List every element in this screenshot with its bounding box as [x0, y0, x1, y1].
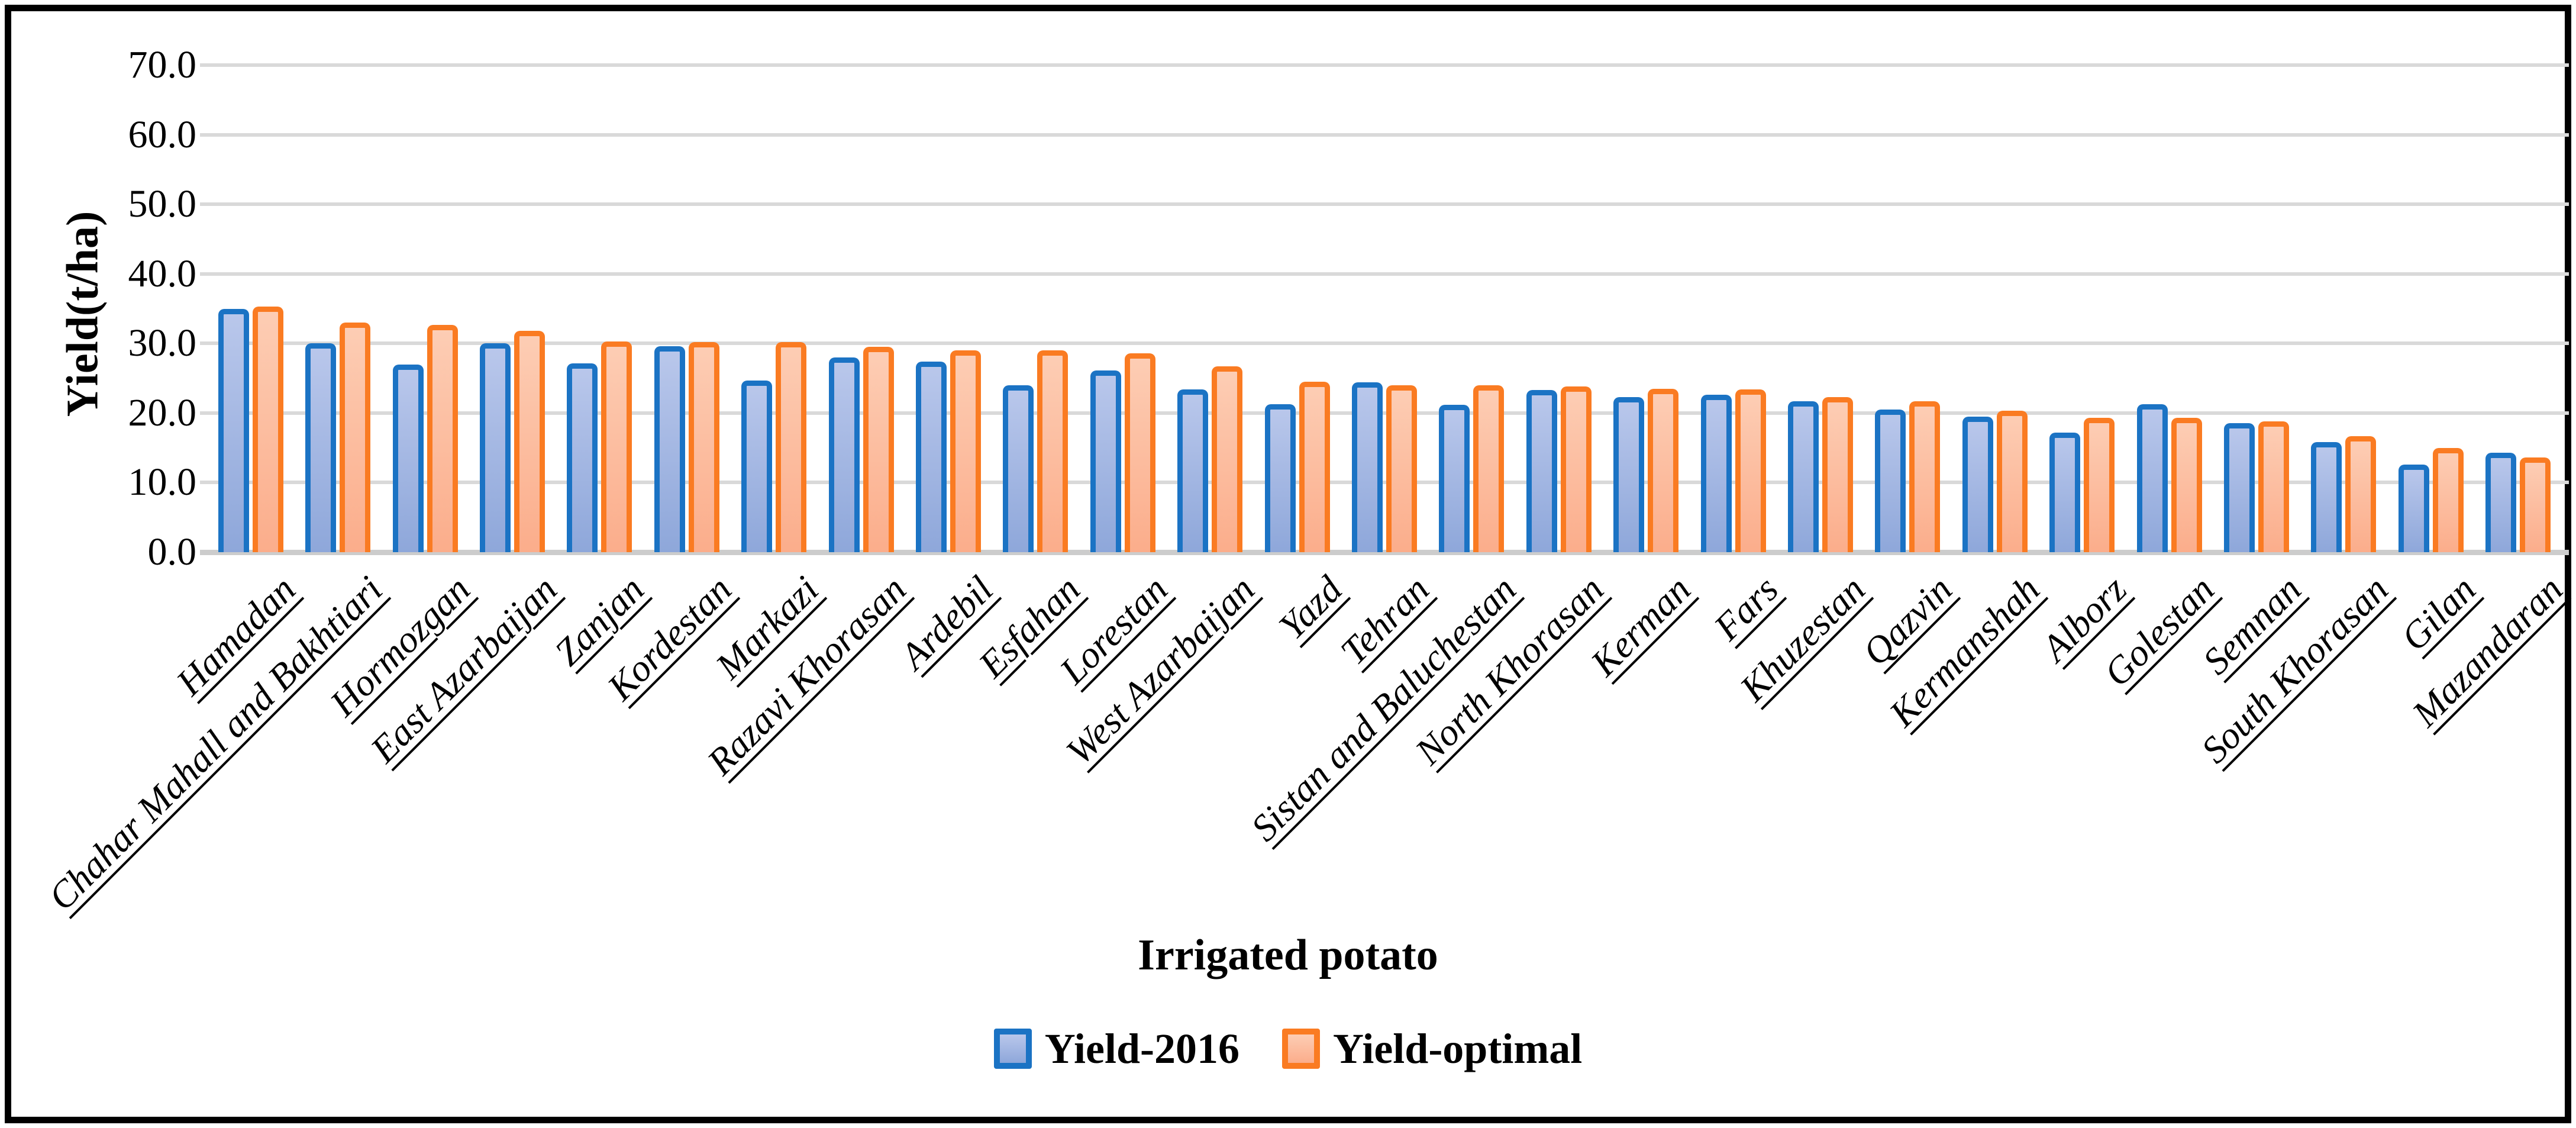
bar-yield-2016 [2136, 404, 2168, 552]
bar-yield-2016 [392, 364, 424, 552]
legend-item-yield-optimal: Yield-optimal [1282, 1019, 1582, 1078]
bar-yield-2016 [915, 361, 947, 552]
bar-yield-optimal [2432, 447, 2464, 552]
bar-yield-2016 [1700, 395, 1732, 552]
bar-yield-optimal [1037, 350, 1069, 552]
legend-label-yield-optimal: Yield-optimal [1333, 1025, 1583, 1072]
bar-yield-2016 [1264, 404, 1296, 552]
bar-yield-optimal [1212, 366, 1243, 552]
bar-yield-2016 [305, 343, 337, 552]
bar-yield-2016 [218, 308, 249, 552]
bar-yield-2016 [1352, 382, 1383, 552]
plot-area [200, 63, 2569, 555]
bar-yield-optimal [1124, 353, 1155, 552]
bar-yield-2016 [1613, 397, 1645, 552]
bar-yield-2016 [1962, 416, 1993, 552]
bar-yield-optimal [340, 323, 371, 552]
bar-yield-optimal [427, 324, 458, 552]
bar-yield-2016 [1875, 409, 1906, 552]
gridline-40 [200, 272, 2569, 276]
bar-yield-2016 [567, 363, 598, 552]
gridline-30 [200, 341, 2569, 346]
gridline-20 [200, 411, 2569, 415]
y-axis-tick-label: 40.0 [128, 252, 197, 295]
bar-yield-2016 [1003, 385, 1034, 552]
bar-yield-optimal [2345, 436, 2377, 552]
bar-yield-optimal [252, 306, 283, 552]
gridline-50 [200, 202, 2569, 207]
bar-yield-2016 [654, 346, 685, 552]
y-axis-tick-label: 70.0 [128, 43, 197, 86]
y-axis-tick-label: 60.0 [128, 112, 197, 156]
bar-yield-2016 [741, 380, 773, 552]
legend-swatch-yield-2016-icon [993, 1029, 1032, 1069]
bar-yield-2016 [1090, 370, 1121, 552]
bar-yield-optimal [2084, 418, 2115, 552]
bar-yield-2016 [2224, 423, 2255, 552]
legend-swatch-yield-optimal-icon [1282, 1029, 1320, 1069]
bar-yield-2016 [1526, 390, 1557, 552]
bar-yield-optimal [776, 341, 807, 552]
legend-label-yield-2016: Yield-2016 [1044, 1025, 1239, 1072]
x-axis-title: Irrigated potato [1138, 931, 1438, 979]
legend-item-yield-2016: Yield-2016 [993, 1019, 1239, 1078]
bar-yield-optimal [2520, 457, 2551, 552]
bar-yield-optimal [1299, 381, 1330, 552]
bar-yield-2016 [2398, 464, 2429, 552]
bar-yield-optimal [2171, 418, 2202, 552]
y-axis-tick-label: 20.0 [128, 391, 197, 434]
bar-yield-optimal [950, 350, 981, 552]
bar-yield-2016 [2311, 442, 2342, 552]
bar-yield-optimal [1560, 386, 1592, 552]
y-axis-tick-label: 30.0 [128, 321, 197, 365]
bar-yield-2016 [828, 357, 860, 552]
gridline-60 [200, 133, 2569, 137]
legend: Yield-2016 Yield-optimal [0, 1019, 2576, 1078]
bar-yield-2016 [1177, 389, 1209, 552]
bar-yield-2016 [2485, 452, 2517, 552]
bar-yield-optimal [1735, 389, 1766, 552]
bar-yield-optimal [863, 347, 894, 552]
y-axis-tick-label: 10.0 [128, 460, 197, 504]
bar-yield-2016 [1788, 401, 1819, 552]
y-axis-tick-label: 50.0 [128, 182, 197, 226]
bar-yield-optimal [601, 341, 632, 552]
bar-yield-optimal [1386, 385, 1417, 552]
bar-yield-2016 [479, 343, 511, 552]
bar-yield-optimal [2258, 421, 2290, 552]
bar-yield-optimal [1822, 397, 1854, 552]
bar-yield-optimal [1996, 411, 2028, 552]
bar-yield-optimal [1473, 385, 1505, 552]
gridline-70 [200, 63, 2569, 67]
bar-yield-optimal [688, 341, 719, 552]
bar-yield-optimal [1909, 401, 1941, 552]
bar-yield-optimal [514, 331, 545, 552]
bar-yield-2016 [1439, 404, 1470, 552]
bar-yield-optimal [1648, 388, 1679, 552]
x-axis-line [200, 550, 2569, 555]
y-axis-tick-label: 0.0 [147, 530, 197, 573]
bar-yield-2016 [2049, 432, 2081, 552]
gridline-10 [200, 481, 2569, 485]
